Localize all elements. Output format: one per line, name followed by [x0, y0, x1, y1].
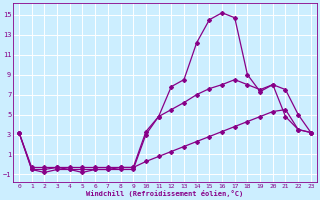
- X-axis label: Windchill (Refroidissement éolien,°C): Windchill (Refroidissement éolien,°C): [86, 190, 244, 197]
